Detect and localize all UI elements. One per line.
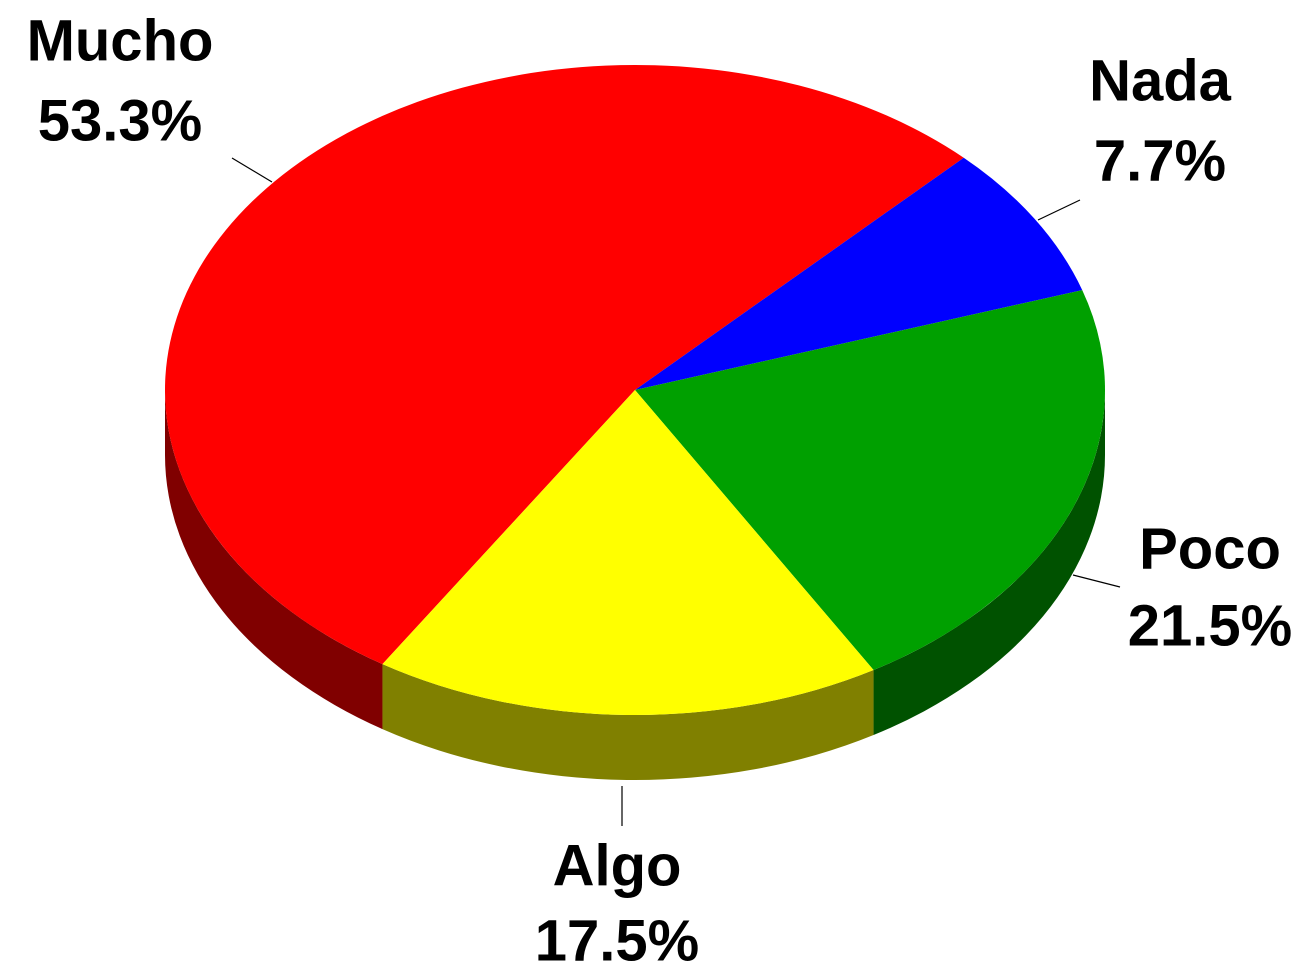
leader-line <box>1037 199 1081 221</box>
value-label: 53.3% <box>38 88 202 153</box>
pie-side <box>382 664 874 780</box>
value-label: 17.5% <box>535 908 699 973</box>
leader-lines <box>231 157 1121 826</box>
category-label: Algo <box>553 833 682 898</box>
pie-tops <box>165 65 1105 715</box>
pie-sides <box>165 390 1105 780</box>
labels: Mucho 53.3% Nada 7.7% Poco 21.5% Algo 17.5% <box>27 8 1293 973</box>
pie-side <box>873 390 1105 736</box>
value-label: 21.5% <box>1128 593 1292 658</box>
pie-slice <box>635 157 1083 390</box>
value-label: 7.7% <box>1094 128 1226 193</box>
leader-line <box>1072 574 1121 588</box>
pie-side <box>165 390 383 730</box>
pie-slice <box>635 290 1105 671</box>
leader-line <box>231 157 273 183</box>
pie-slice <box>165 65 964 665</box>
category-label: Poco <box>1139 516 1281 581</box>
category-label: Nada <box>1089 48 1232 113</box>
pie-slice <box>382 390 874 715</box>
category-label: Mucho <box>27 8 214 73</box>
